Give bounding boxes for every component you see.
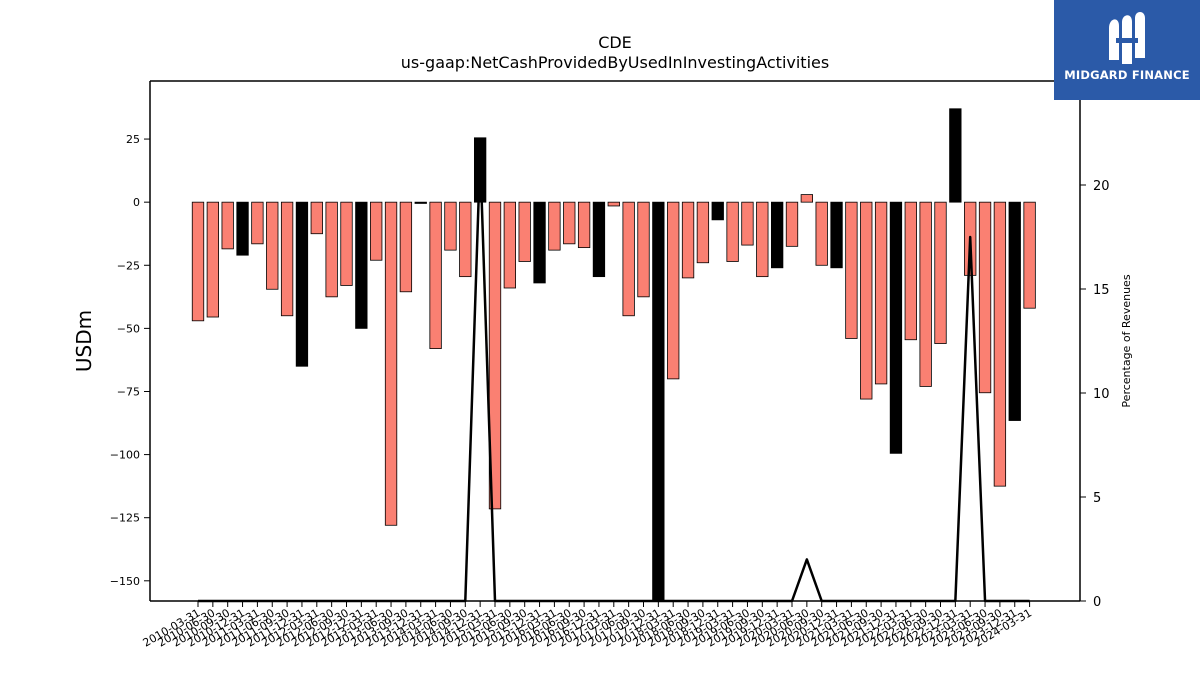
y-tick-label: −100: [110, 449, 140, 462]
bar-quarterly: [266, 201, 279, 290]
bar-quarterly: [860, 201, 873, 400]
bar-annual: [295, 201, 309, 367]
bar-quarterly: [756, 201, 769, 278]
bar-annual: [236, 201, 249, 256]
bar-quarterly: [310, 201, 323, 235]
chart-subtitle: us-gaap:NetCashProvidedByUsedInInvesting…: [401, 53, 829, 72]
bar-quarterly: [251, 201, 264, 245]
bar-quarterly: [384, 201, 398, 526]
plot-area: 250−25−50−75−100−125−150051015202010-03-…: [110, 80, 1110, 650]
bar-quarterly: [221, 201, 234, 250]
bar-quarterly: [607, 201, 620, 207]
y2-tick-label: 20: [1093, 179, 1110, 194]
bar-quarterly: [325, 201, 338, 298]
y-axis-label: USDm: [72, 310, 96, 372]
bar-quarterly: [503, 201, 517, 289]
bar-annual: [949, 108, 962, 203]
y2-axis-label: Percentage of Revenues: [1120, 274, 1133, 407]
bar-quarterly: [934, 201, 947, 344]
y2-tick-label: 5: [1093, 491, 1101, 506]
bar-quarterly: [370, 201, 383, 261]
bar-quarterly: [637, 201, 650, 298]
bar-annual: [414, 201, 427, 204]
bar-quarterly: [622, 201, 635, 317]
bar-annual: [771, 201, 784, 269]
bar-quarterly: [577, 201, 591, 249]
bar-quarterly: [904, 201, 917, 341]
bar-quarterly: [800, 194, 813, 203]
y-tick-label: −25: [117, 259, 140, 272]
bar-quarterly: [444, 201, 457, 251]
bar-quarterly: [340, 201, 353, 286]
bar-quarterly: [206, 201, 220, 318]
bar-quarterly: [1023, 201, 1036, 309]
bar-annual: [889, 201, 903, 454]
bar-quarterly: [874, 201, 888, 385]
y-tick-label: 25: [126, 133, 140, 146]
y-tick-label: −125: [110, 512, 140, 525]
y2-tick-label: 10: [1093, 387, 1110, 402]
y2-tick-label: 15: [1093, 283, 1110, 298]
bar-annual: [711, 201, 724, 221]
y-tick-label: −75: [117, 385, 140, 398]
bar-quarterly: [845, 201, 858, 339]
logo-mark-icon: [1109, 12, 1145, 64]
bar-quarterly: [518, 201, 531, 262]
bar-quarterly: [978, 201, 992, 394]
bar-quarterly: [726, 201, 739, 262]
bar-annual: [830, 201, 843, 269]
bar-quarterly: [815, 201, 828, 266]
bar-quarterly: [280, 201, 294, 317]
bar-quarterly: [548, 201, 561, 251]
bar-quarterly: [563, 201, 576, 245]
brand-name: MIDGARD FINANCE: [1064, 68, 1190, 82]
bar-quarterly: [667, 201, 680, 380]
brand-logo: MIDGARD FINANCE: [1054, 0, 1200, 100]
y-tick-label: −50: [117, 322, 140, 335]
bar-quarterly: [488, 201, 502, 510]
bar-annual: [533, 201, 546, 284]
y-tick-label: −150: [110, 575, 140, 588]
bar-quarterly: [399, 201, 413, 293]
bar-annual: [592, 201, 606, 278]
bar-quarterly: [429, 201, 442, 349]
bar-annual: [652, 201, 665, 602]
bar-quarterly: [459, 201, 472, 278]
y-tick-label: 0: [133, 196, 140, 209]
bar-quarterly: [696, 201, 710, 264]
bar-quarterly: [681, 201, 695, 279]
chart-title: CDE: [598, 33, 632, 52]
bar-annual: [355, 201, 368, 329]
y2-tick-label: 0: [1093, 595, 1101, 610]
bar-quarterly: [919, 201, 932, 387]
bar-quarterly: [785, 201, 799, 247]
bar-annual: [1008, 201, 1021, 421]
bar-quarterly: [191, 201, 205, 322]
bar-quarterly: [741, 201, 754, 246]
bar-quarterly: [993, 201, 1007, 487]
